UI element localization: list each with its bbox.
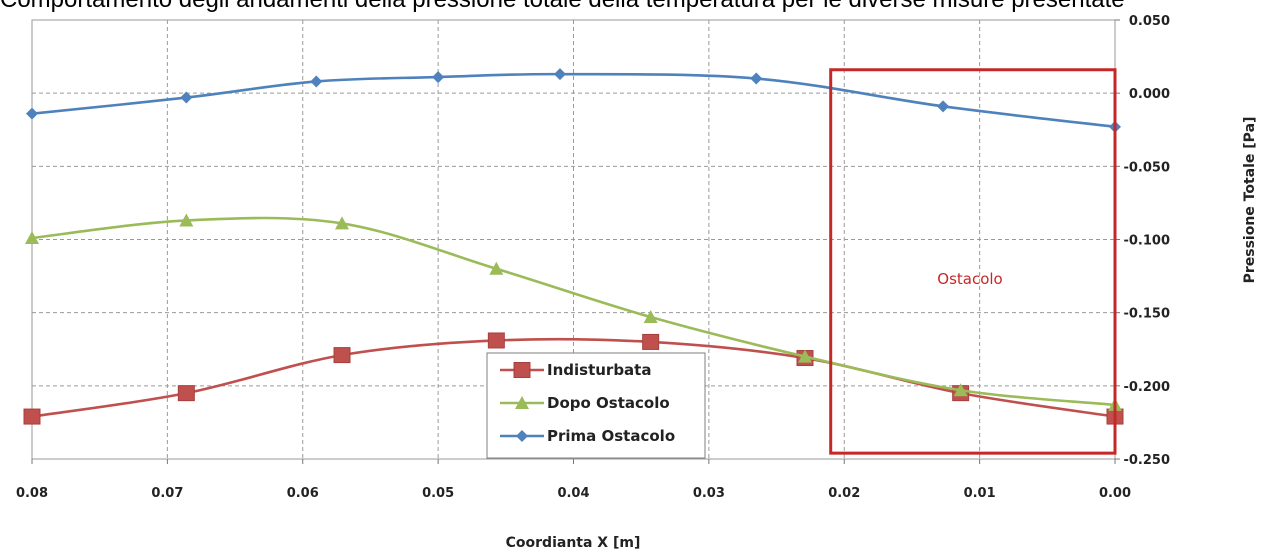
legend-marker-indisturbata [513, 362, 531, 378]
data-point-dopo-ostacolo [489, 261, 504, 275]
legend-label-prima-ostacolo: Prima Ostacolo [547, 427, 675, 445]
legend-label-dopo-ostacolo: Dopo Ostacolo [547, 394, 670, 412]
data-point-dopo-ostacolo [335, 216, 350, 230]
data-point-indisturbata [333, 347, 351, 364]
data-point-prima-ostacolo [750, 72, 763, 85]
x-axis-title: Coordianta X [m] [506, 535, 641, 551]
data-point-prima-ostacolo [432, 71, 445, 84]
data-point-indisturbata [177, 385, 195, 402]
series-line-prima-ostacolo [31, 72, 1116, 129]
x-axis-ticks: 0.08 0.07 0.06 0.05 0.04 0.03 0.02 0.01 0.00 [16, 459, 1131, 501]
data-point-prima-ostacolo [180, 91, 193, 104]
series-line-indisturbata [31, 337, 1116, 418]
data-point-indisturbata [487, 332, 505, 349]
series-line-dopo-ostacolo [31, 216, 1116, 407]
x-tick-label: 0.01 [964, 486, 996, 501]
data-point-prima-ostacolo [937, 100, 950, 113]
obstacle-box [829, 68, 1117, 455]
series-layer [23, 68, 1124, 425]
x-tick-label: 0.00 [1099, 486, 1131, 501]
x-tick-label: 0.06 [287, 486, 319, 501]
data-point-dopo-ostacolo [797, 349, 812, 363]
y-tick-label: 0.000 [1129, 87, 1170, 102]
y-tick-label: 0.050 [1129, 14, 1170, 29]
x-tick-label: 0.07 [151, 486, 183, 501]
obstacle-label: Ostacolo [937, 270, 1002, 288]
legend: Indisturbata Dopo Ostacolo Prima Ostacolo [486, 352, 706, 459]
data-point-dopo-ostacolo [953, 383, 968, 397]
legend-marker-dopo-ostacolo [515, 396, 529, 409]
grid [31, 19, 1116, 460]
y-tick-label: -0.200 [1123, 380, 1170, 395]
x-tick-label: 0.02 [828, 486, 860, 501]
series-prima-ostacolo [26, 68, 1121, 133]
y-tick-label: -0.100 [1123, 234, 1170, 249]
figure-caption: Comportamento degli andamenti della pres… [0, 0, 1125, 14]
series-dopo-ostacolo [25, 213, 1122, 411]
data-point-indisturbata [23, 408, 41, 425]
legend-marker-prima-ostacolo [516, 430, 528, 442]
data-point-prima-ostacolo [26, 107, 38, 120]
data-point-prima-ostacolo [553, 68, 566, 81]
x-tick-label: 0.03 [693, 486, 725, 501]
x-tick-label: 0.04 [557, 486, 589, 501]
data-point-dopo-ostacolo [643, 310, 658, 324]
data-point-dopo-ostacolo [179, 213, 194, 227]
data-point-dopo-ostacolo [25, 231, 39, 245]
data-point-indisturbata [642, 333, 660, 350]
y-axis-title: Pressione Totale [Pa] [1242, 117, 1258, 284]
y-tick-label: -0.050 [1123, 160, 1170, 175]
legend-label-indisturbata: Indisturbata [547, 361, 651, 379]
annotation-layer: Ostacolo [829, 68, 1117, 455]
y-tick-label: -0.250 [1123, 453, 1170, 468]
x-tick-label: 0.08 [16, 486, 48, 501]
y-axis-ticks: 0.050 0.000 -0.050 -0.100 -0.150 -0.200 -0.250 [1115, 14, 1170, 468]
x-tick-label: 0.05 [422, 486, 454, 501]
data-point-prima-ostacolo [310, 75, 323, 88]
y-tick-label: -0.150 [1123, 307, 1170, 322]
